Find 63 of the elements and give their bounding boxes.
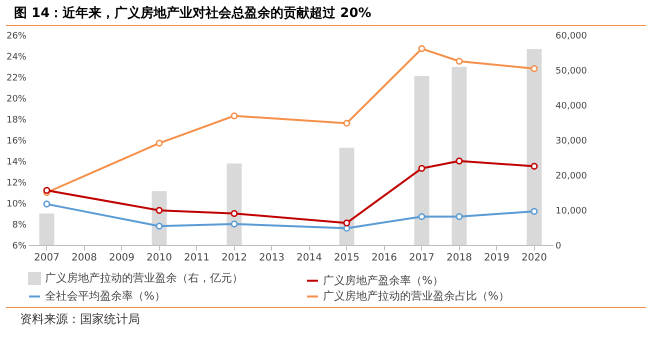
point	[456, 213, 463, 220]
point	[456, 58, 463, 65]
x-tick-label: 2007	[34, 252, 60, 264]
y-tick-label: 6%	[12, 242, 27, 252]
x-tick-label: 2018	[446, 252, 472, 264]
y-tick-label: 10%	[6, 200, 27, 210]
text: 资料来源：国家统计局	[6, 307, 646, 331]
x-tick-label: 2015	[334, 252, 360, 264]
y-tick-label: 26%	[6, 32, 27, 42]
y-tick-label: 12%	[6, 178, 27, 188]
point	[418, 45, 426, 52]
bar	[226, 163, 242, 245]
point	[43, 200, 50, 208]
point	[156, 140, 163, 147]
y2-tick-label: 50,000	[556, 66, 588, 76]
point	[230, 210, 238, 217]
bar	[339, 148, 354, 245]
y2-tick-label: 40,000	[556, 102, 588, 112]
point	[230, 112, 238, 120]
point	[530, 65, 538, 72]
point	[343, 219, 350, 226]
y2-tick-label: 0	[556, 242, 562, 252]
x-tick-label: 2008	[72, 252, 97, 264]
point	[418, 213, 426, 220]
y-tick-label: 24%	[6, 52, 27, 62]
chart-title: 图 14：近年来，广义房地产业对社会总盈余的贡献超过 20%	[6, 0, 646, 26]
bar	[526, 49, 542, 245]
x-tick-label: 2010	[146, 252, 172, 264]
y-tick-label: 8%	[12, 220, 27, 230]
y-tick-label: 14%	[6, 158, 27, 168]
y2-tick-label: 30,000	[556, 136, 588, 146]
point	[530, 162, 538, 170]
point	[456, 158, 463, 164]
point	[230, 220, 238, 228]
y2-tick-label: 20,000	[556, 172, 588, 182]
point	[343, 120, 350, 127]
point	[156, 206, 163, 214]
y2-tick-label: 10,000	[556, 206, 588, 216]
x-tick-label: 2017	[409, 252, 434, 264]
legend-label: 广义房地产拉动的营业盈余占比（%）	[323, 290, 510, 302]
y2-tick-label: 60,000	[556, 32, 588, 42]
y-tick-label: 18%	[6, 116, 27, 126]
y-tick-label: 22%	[6, 74, 27, 84]
x-tick-label: 2012	[222, 252, 247, 264]
x-tick-label: 2009	[109, 252, 134, 264]
point	[418, 164, 426, 172]
x-tick-label: 2016	[372, 252, 397, 264]
bar	[414, 76, 430, 245]
y-tick-label: 20%	[6, 94, 27, 104]
point	[156, 222, 163, 230]
x-tick-label: 2019	[484, 252, 510, 264]
x-tick-label: 2013	[259, 252, 284, 264]
x-tick-label: 2014	[296, 252, 322, 264]
y-tick-label: 16%	[6, 136, 27, 146]
bar	[39, 214, 54, 245]
legend-label: 全社会平均盈余率（%）	[45, 290, 166, 302]
legend-label: 广义房地产盈余率（%）	[323, 274, 444, 287]
x-tick-label: 2011	[184, 252, 210, 264]
bar	[452, 66, 467, 245]
point	[530, 208, 538, 215]
legend-label: 广义房地产拉动的营业盈余（右，亿元）	[45, 272, 243, 285]
point	[43, 186, 50, 194]
x-tick-label: 2020	[522, 252, 547, 264]
